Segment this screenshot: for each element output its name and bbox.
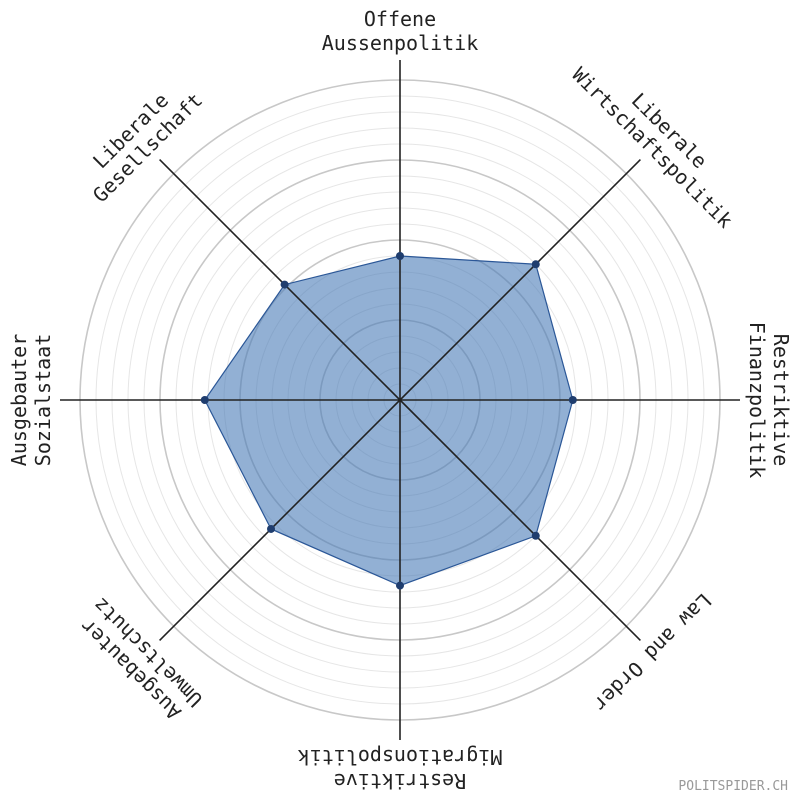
data-point <box>200 396 209 404</box>
axis-line <box>399 159 641 401</box>
axis-label-line: Offene <box>364 7 436 31</box>
axis-line <box>399 399 641 641</box>
data-point <box>280 280 289 289</box>
data-point <box>396 581 404 590</box>
axis-label-line: Restriktive <box>334 769 466 793</box>
watermark: POLITSPIDER.CH <box>678 779 788 794</box>
axis-label-line: Finanzpolitik <box>745 322 769 479</box>
axis-line <box>159 159 401 401</box>
data-point <box>531 531 540 540</box>
axis-label-line: Restriktive <box>769 334 793 466</box>
axis-line <box>159 399 401 641</box>
axis-label-line: Migrationspolitik <box>298 745 503 769</box>
axis-label-line: Aussenpolitik <box>322 31 479 55</box>
data-point <box>568 396 577 404</box>
data-point <box>396 252 404 260</box>
data-point <box>531 260 540 269</box>
axis-label-line: Sozialstaat <box>31 334 55 466</box>
axis-label-line: Ausgebauter <box>7 334 31 466</box>
axis-label: Ausgebauter Sozialstaat <box>7 334 55 466</box>
data-area <box>204 255 574 587</box>
data-point <box>267 524 276 533</box>
